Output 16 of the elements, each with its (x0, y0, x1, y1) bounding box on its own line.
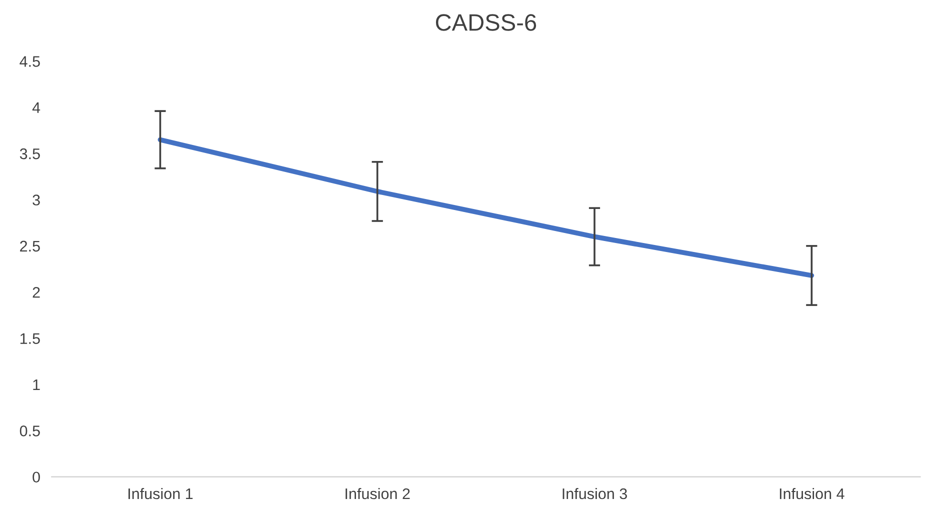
x-tick-label: Infusion 3 (562, 488, 627, 500)
y-tick-label: 2.5 (20, 240, 40, 252)
y-tick-label: 1.5 (20, 333, 40, 344)
y-tick-label: 3.5 (20, 148, 40, 160)
y-tick-label: 4 (32, 102, 40, 113)
y-tick-label: 0 (32, 472, 40, 483)
chart-title: CADSS-6 (436, 14, 536, 31)
y-tick-label: 1 (33, 380, 40, 390)
x-tick-label: Infusion 1 (128, 488, 193, 500)
line-series (158, 137, 814, 278)
y-tick-label: 4.5 (20, 56, 40, 67)
y-tick-label: 0.5 (20, 426, 40, 436)
y-tick-label: 2 (32, 286, 40, 298)
x-tick-label: Infusion 2 (346, 488, 410, 500)
x-tick-label: Infusion 4 (780, 488, 844, 500)
y-tick-label: 3 (32, 194, 40, 206)
